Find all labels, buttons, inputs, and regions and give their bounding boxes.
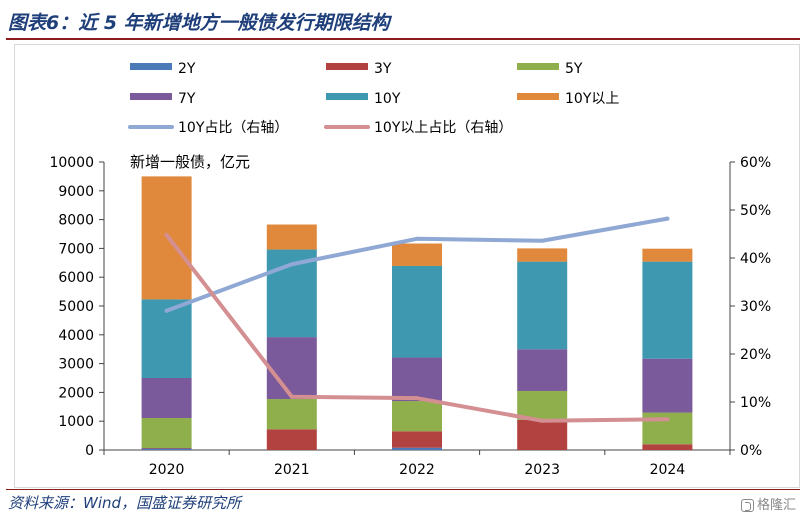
line-point-2 <box>289 394 294 399</box>
bar-3Y-2022 <box>392 431 442 448</box>
legend-swatch-10Y以上 <box>517 93 559 100</box>
bar-7Y-2020 <box>141 378 192 419</box>
line-point-1 <box>665 216 670 221</box>
bar-10Y以上-2021 <box>266 224 317 250</box>
y-tick-label: 5000 <box>58 299 94 315</box>
bar-5Y-2020 <box>141 418 192 448</box>
y2-tick-label: 40% <box>740 251 771 267</box>
legend-line-label-2: 10Y以上占比（右轴） <box>374 120 512 136</box>
line-point-2 <box>164 232 169 237</box>
chart-frame <box>14 44 800 488</box>
y-tick-label: 1000 <box>58 414 94 430</box>
title-bar: 图表6：近 5 年新增地方一般债发行期限结构 <box>0 0 802 42</box>
legend-swatch-3Y <box>326 63 368 70</box>
y-tick-label: 2000 <box>58 385 94 401</box>
bar-7Y-2021 <box>266 337 317 400</box>
bar-10Y-2024 <box>642 261 693 359</box>
y-tick-label: 6000 <box>58 270 94 286</box>
legend-label-10Y: 10Y <box>374 91 401 107</box>
bar-7Y-2022 <box>392 357 442 402</box>
x-tick-label: 2020 <box>149 462 185 478</box>
y-tick-label: 0 <box>85 443 94 459</box>
bar-5Y-2021 <box>266 399 317 430</box>
bar-5Y-2023 <box>517 390 568 420</box>
y2-tick-label: 0% <box>740 443 762 459</box>
y-axis-title: 新增一般债，亿元 <box>130 153 250 171</box>
chart-canvas: 0 1000 2000 3000 4000 5000 6000 7000 8000 9000 100… <box>49 61 771 478</box>
legend-label-7Y: 7Y <box>178 91 196 107</box>
y-tick-label: 9000 <box>58 184 94 200</box>
bar-10Y-2023 <box>517 261 568 350</box>
chart-title: 图表6：近 5 年新增地方一般债发行期限结构 <box>8 12 390 34</box>
legend-swatch-2Y <box>130 63 172 70</box>
watermark-text: 格隆汇 <box>756 498 796 513</box>
legend-line-label-1: 10Y占比（右轴） <box>178 120 288 136</box>
line-point-1 <box>415 236 419 241</box>
y-tick-label: 10000 <box>49 155 94 171</box>
legend-label-10Y以上: 10Y以上 <box>565 91 619 107</box>
x-tick-label: 2024 <box>650 462 686 478</box>
x-tick-label: 2023 <box>524 462 560 478</box>
legend-swatch-7Y <box>130 93 172 100</box>
bar-10Y以上-2024 <box>642 248 693 262</box>
line-point-1 <box>164 308 169 313</box>
y2-tick-label: 50% <box>740 203 771 219</box>
y2-tick-label: 30% <box>740 299 771 315</box>
y-tick-label: 3000 <box>58 357 94 373</box>
bar-5Y-2022 <box>392 401 442 432</box>
legend-swatch-10Y <box>326 93 368 100</box>
bar-3Y-2024 <box>642 444 693 450</box>
bar-7Y-2023 <box>517 349 568 391</box>
bar-10Y以上-2023 <box>517 248 568 262</box>
y-tick-label: 7000 <box>58 241 94 257</box>
watermark-logo-icon <box>740 499 754 512</box>
legend-label-2Y: 2Y <box>178 61 196 77</box>
line-point-1 <box>540 238 545 243</box>
bar-7Y-2024 <box>642 358 693 413</box>
bar-3Y-2023 <box>517 419 568 450</box>
title-divider <box>6 38 800 40</box>
x-tick-label: 2022 <box>399 462 435 478</box>
x-tick-label: 2021 <box>274 462 310 478</box>
bar-3Y-2021 <box>266 429 317 450</box>
bar-10Y以上-2022 <box>392 243 442 266</box>
footer-divider <box>6 489 800 490</box>
legend-label-5Y: 5Y <box>565 61 583 77</box>
y-tick-label: 4000 <box>58 328 94 344</box>
legend-label-3Y: 3Y <box>374 61 392 77</box>
y2-tick-label: 10% <box>740 395 771 411</box>
y2-tick-label: 60% <box>740 155 771 171</box>
line-point-2 <box>665 417 670 422</box>
source-note: 资料来源：Wind，国盛证券研究所 <box>8 494 242 512</box>
line-point-1 <box>289 262 294 267</box>
y2-tick-label: 20% <box>740 347 771 363</box>
bar-2Y-2022 <box>392 447 442 450</box>
watermark: 格隆汇 <box>740 494 796 513</box>
bar-3Y-2020 <box>141 447 192 449</box>
bar-10Y-2022 <box>392 265 442 358</box>
bar-2Y-2020 <box>141 448 192 450</box>
y-tick-label: 8000 <box>58 213 94 229</box>
line-point-2 <box>540 418 545 423</box>
legend-swatch-5Y <box>517 63 559 70</box>
line-point-2 <box>415 396 419 401</box>
